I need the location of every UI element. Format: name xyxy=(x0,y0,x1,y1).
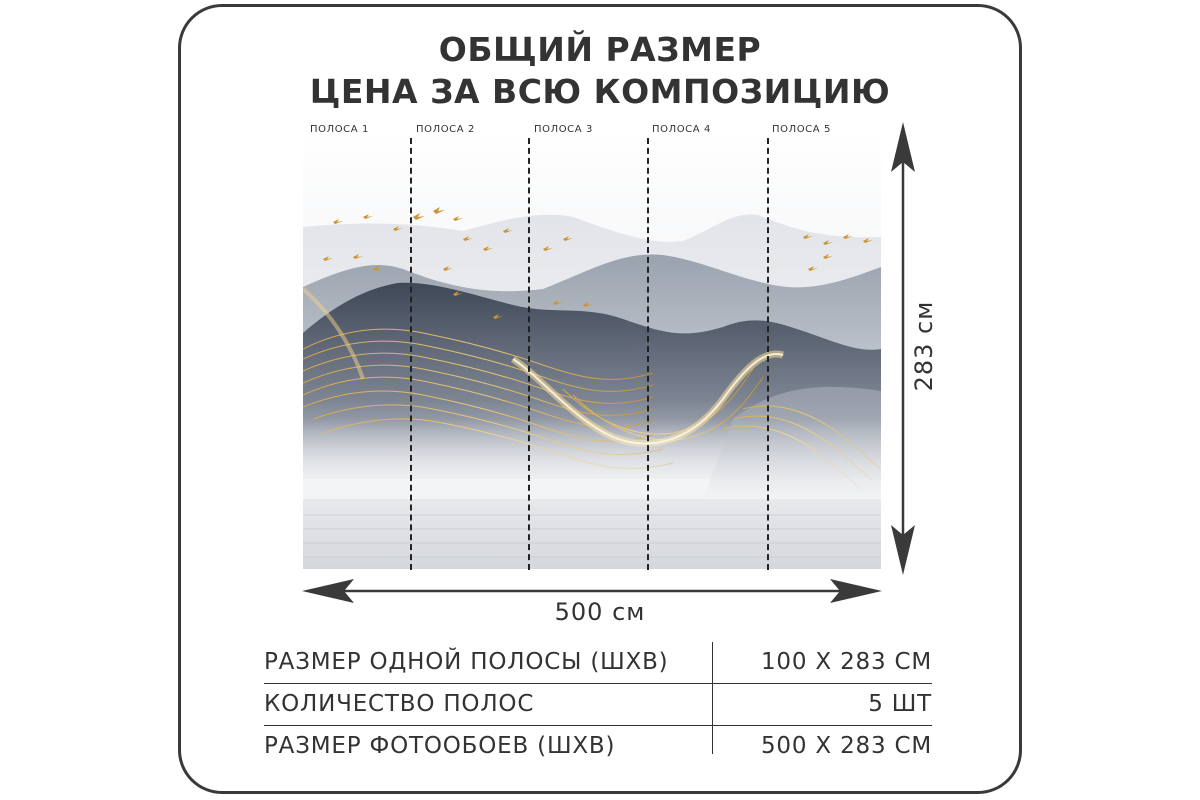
card-frame xyxy=(178,4,1022,794)
strip-divider xyxy=(528,138,530,570)
spec-value: 500 Х 283 СМ xyxy=(761,733,932,759)
strip-divider xyxy=(767,138,769,570)
spec-row-strip-count: КОЛИЧЕСТВО ПОЛОС 5 ШТ xyxy=(264,685,936,727)
spec-label: РАЗМЕР ФОТООБОЕВ (ШХВ) xyxy=(264,733,616,759)
strip-label-5: ПОЛОСА 5 xyxy=(772,124,831,135)
spec-label: РАЗМЕР ОДНОЙ ПОЛОСЫ (ШХВ) xyxy=(264,649,669,675)
strip-label-3: ПОЛОСА 3 xyxy=(534,124,593,135)
width-arrow-icon xyxy=(302,579,882,603)
spec-value: 5 ШТ xyxy=(868,691,932,717)
height-dimension-label: 283 см xyxy=(910,300,938,392)
title-line-1: ОБЩИЙ РАЗМЕР xyxy=(438,30,762,69)
strip-label-1: ПОЛОСА 1 xyxy=(310,124,369,135)
height-arrow-icon xyxy=(891,122,915,575)
spec-value: 100 Х 283 СМ xyxy=(761,649,932,675)
title-line-2: ЦЕНА ЗА ВСЮ КОМПОЗИЦИЮ xyxy=(309,72,891,111)
wallpaper-preview-image xyxy=(303,119,881,569)
spec-column-divider xyxy=(712,642,713,754)
spec-row-strip-size: РАЗМЕР ОДНОЙ ПОЛОСЫ (ШХВ) 100 Х 283 СМ xyxy=(264,643,936,685)
strip-label-2: ПОЛОСА 2 xyxy=(416,124,475,135)
strip-label-4: ПОЛОСА 4 xyxy=(652,124,711,135)
width-dimension-label: 500 см xyxy=(554,598,646,626)
spec-row-total-size: РАЗМЕР ФОТООБОЕВ (ШХВ) 500 Х 283 СМ xyxy=(264,727,936,769)
spec-divider xyxy=(264,683,932,684)
strip-divider xyxy=(410,138,412,570)
strip-divider xyxy=(647,138,649,570)
spec-label: КОЛИЧЕСТВО ПОЛОС xyxy=(264,691,535,717)
spec-divider xyxy=(264,725,932,726)
